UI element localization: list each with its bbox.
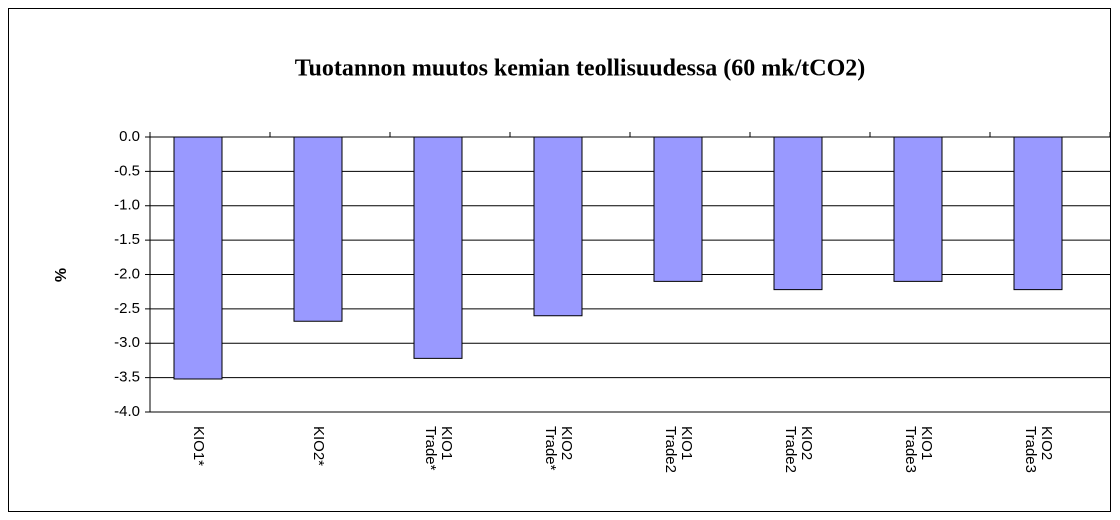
bar: [1013, 136, 1063, 291]
bar: [533, 136, 583, 317]
y-tick-label: -4.0: [114, 403, 140, 420]
bar: [773, 136, 823, 291]
bar: [893, 136, 943, 282]
bar: [293, 136, 343, 322]
x-tick-label: KIO1Trade2: [662, 426, 695, 473]
y-tick-label: 0.0: [119, 128, 140, 145]
x-tick-label: KIO1*: [190, 426, 207, 466]
y-tick-label: -2.0: [114, 265, 140, 282]
y-tick-label: -3.0: [114, 334, 140, 351]
y-tick-label: -2.5: [114, 300, 140, 317]
x-tick-label: KIO2*: [310, 426, 327, 466]
chart-title: Tuotannon muutos kemian teollisuudessa (…: [295, 56, 866, 82]
y-tick-label: -1.5: [114, 231, 140, 248]
x-tick-label: KIO2Trade3: [1022, 426, 1055, 473]
x-tick-label: KIO1Trade*: [422, 426, 455, 471]
x-tick-label: KIO1Trade3: [902, 426, 935, 473]
y-tick-label: -1.0: [114, 197, 140, 214]
y-axis-label: %: [53, 268, 70, 282]
bar: [173, 136, 223, 380]
bar: [653, 136, 703, 282]
y-tick-label: -0.5: [114, 162, 140, 179]
x-tick-label: KIO2Trade2: [782, 426, 815, 473]
y-tick-label: -3.5: [114, 369, 140, 386]
x-tick-label: KIO2Trade*: [542, 426, 575, 471]
bar: [413, 136, 463, 359]
